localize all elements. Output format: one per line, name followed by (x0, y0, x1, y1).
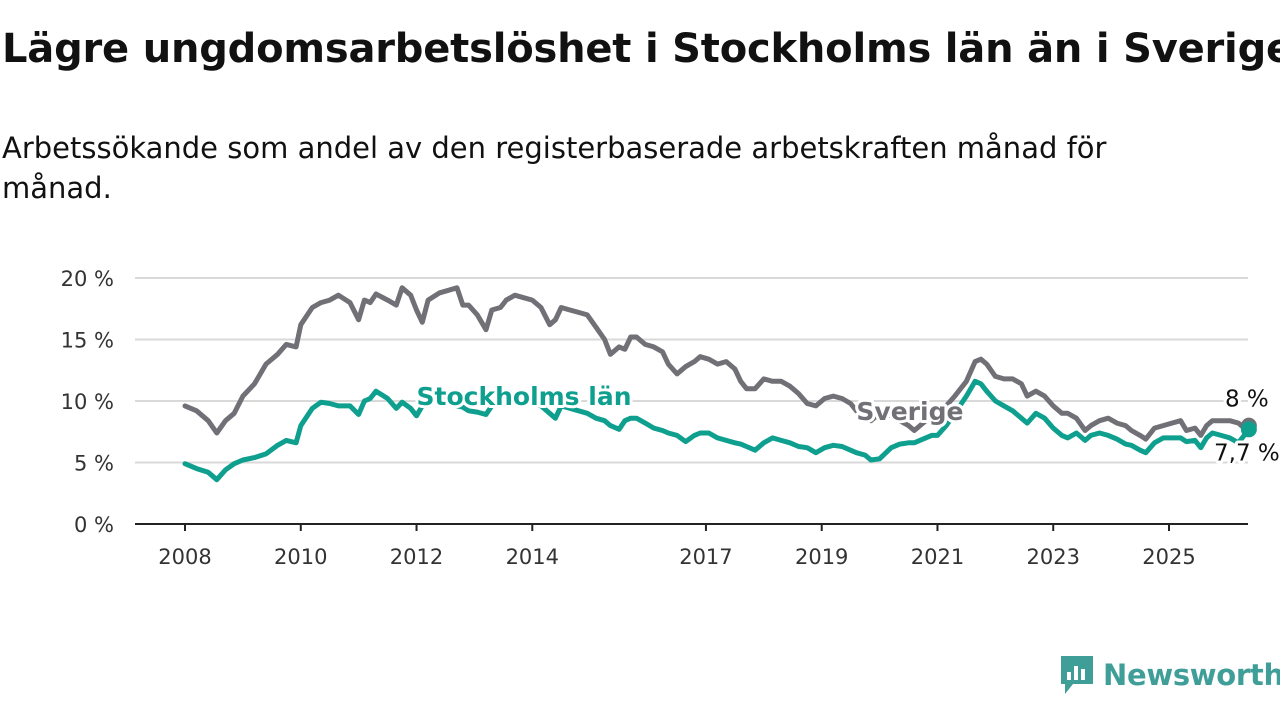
newsworthy-logo-icon (1061, 656, 1093, 694)
x-tick-label: 2010 (274, 545, 327, 569)
y-axis-labels: 0 % 5 % 10 % 15 % 20 % (61, 267, 114, 537)
x-tick-label: 2023 (1027, 545, 1080, 569)
x-tick-label: 2019 (795, 545, 848, 569)
chart-title: Lägre ungdomsarbetslöshet i Stockholms l… (2, 26, 1280, 72)
y-tick-label: 10 % (61, 390, 114, 414)
x-tick-label: 2014 (506, 545, 559, 569)
brand-name: Newsworthy (1103, 658, 1280, 692)
series-label-sverige: Sverige (856, 397, 963, 426)
end-marker-stockholms-ln (1240, 421, 1257, 438)
y-tick-label: 5 % (74, 452, 114, 476)
series-lines (182, 285, 1257, 483)
x-tick-label: 2008 (158, 545, 211, 569)
x-tick-label: 2025 (1142, 545, 1195, 569)
x-axis: 2008 2010 2012 2014 2017 2019 2021 2023 2025 (135, 523, 1248, 569)
series-label-stockholms-ln: Stockholms län (417, 382, 632, 411)
x-tick-label: 2021 (911, 545, 964, 569)
y-tick-label: 20 % (61, 267, 114, 291)
series-line-stockholms-ln (182, 378, 1252, 483)
end-value-label: 7,7 % (1214, 440, 1280, 466)
x-tick-label: 2012 (390, 545, 443, 569)
series-labels: Stockholms län Sverige 8 % 7,7 % (414, 379, 1280, 469)
y-tick-label: 15 % (61, 329, 114, 353)
y-tick-label: 0 % (74, 513, 114, 537)
x-tick-label: 2017 (679, 545, 732, 569)
series-line-sverige (182, 285, 1252, 442)
chart-subtitle: Arbetssökande som andel av den registerb… (2, 131, 1107, 205)
newsworthy-logo: Newsworthy (1059, 654, 1280, 696)
end-value-label: 8 % (1225, 387, 1269, 413)
